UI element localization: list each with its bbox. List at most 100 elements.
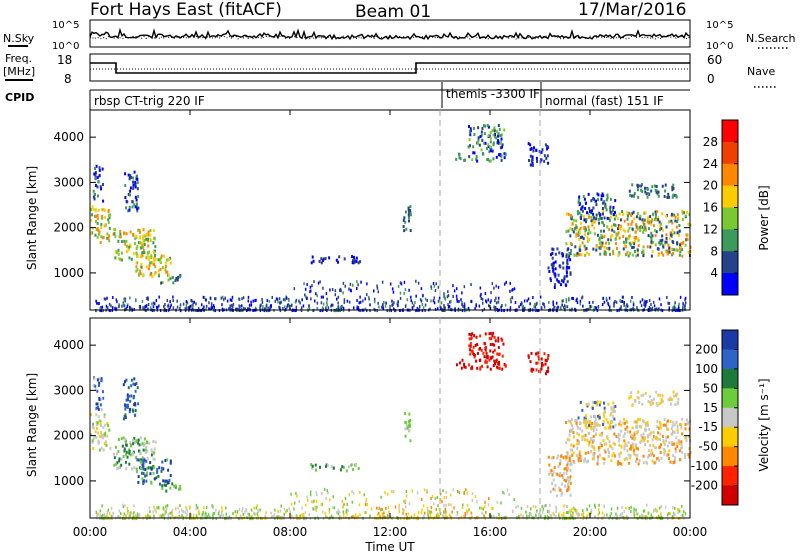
ground-scatter-cell bbox=[587, 307, 589, 311]
colorbar-swatch bbox=[722, 407, 738, 428]
ground-scatter-cell bbox=[605, 296, 608, 300]
echo-cell bbox=[689, 245, 692, 249]
echo-cell bbox=[624, 245, 627, 249]
echo-cell bbox=[137, 206, 140, 210]
echo-cell bbox=[537, 357, 540, 361]
ground-scatter-cell bbox=[413, 304, 415, 308]
echo-cell bbox=[630, 213, 633, 217]
echo-cell bbox=[655, 184, 658, 188]
time-tick-label: 00:00 bbox=[673, 525, 708, 539]
echo-cell bbox=[662, 439, 665, 443]
echo-cell bbox=[486, 158, 489, 162]
echo-cell bbox=[562, 456, 565, 460]
echo-cell bbox=[603, 457, 606, 461]
ground-scatter-cell bbox=[203, 506, 205, 510]
echo-cell bbox=[502, 342, 505, 346]
echo-cell bbox=[580, 456, 583, 460]
ground-scatter-cell bbox=[625, 515, 628, 519]
echo-cell bbox=[493, 348, 496, 352]
echo-cell bbox=[489, 145, 492, 149]
ground-scatter-cell bbox=[677, 510, 679, 514]
echo-cell bbox=[140, 462, 143, 466]
ground-scatter-cell bbox=[450, 299, 452, 303]
ground-scatter-cell bbox=[615, 517, 617, 521]
ground-scatter-cell bbox=[576, 297, 578, 301]
echo-cell bbox=[609, 210, 612, 214]
ground-scatter-cell bbox=[194, 517, 196, 521]
ground-scatter-cell bbox=[235, 514, 238, 518]
echo-cell bbox=[659, 426, 662, 430]
ground-scatter-cell bbox=[294, 300, 297, 304]
echo-cell bbox=[173, 484, 176, 488]
echo-cell bbox=[552, 478, 555, 482]
ground-scatter-cell bbox=[185, 304, 188, 308]
ground-scatter-cell bbox=[171, 513, 173, 517]
echo-cell bbox=[679, 458, 682, 462]
echo-cell bbox=[527, 142, 530, 146]
echo-cell bbox=[550, 468, 553, 472]
echo-cell bbox=[607, 402, 610, 406]
echo-cell bbox=[569, 258, 572, 262]
echo-cell bbox=[592, 216, 595, 220]
echo-cell bbox=[569, 271, 572, 275]
echo-cell bbox=[98, 230, 101, 234]
ground-scatter-cell bbox=[435, 282, 437, 286]
ground-scatter-cell bbox=[338, 517, 341, 521]
ground-scatter-cell bbox=[601, 303, 604, 307]
echo-cell bbox=[574, 227, 577, 231]
ground-scatter-cell bbox=[103, 297, 106, 301]
ground-scatter-cell bbox=[210, 504, 213, 508]
echo-cell bbox=[136, 441, 139, 445]
echo-cell bbox=[679, 246, 682, 250]
echo-cell bbox=[606, 216, 609, 220]
ground-scatter-cell bbox=[322, 295, 325, 299]
ground-scatter-cell bbox=[203, 513, 205, 517]
echo-cell bbox=[576, 251, 579, 255]
ground-scatter-cell bbox=[621, 512, 624, 516]
echo-cell bbox=[489, 367, 492, 371]
echo-cell bbox=[636, 188, 639, 192]
ground-scatter-cell bbox=[430, 285, 432, 289]
echo-cell bbox=[601, 192, 604, 196]
echo-cell bbox=[345, 469, 348, 473]
echo-cell bbox=[611, 249, 614, 253]
echo-cell bbox=[100, 378, 103, 382]
echo-cell bbox=[575, 225, 578, 229]
echo-cell bbox=[132, 409, 135, 413]
ground-scatter-cell bbox=[351, 283, 354, 287]
ground-scatter-cell bbox=[626, 309, 629, 313]
ground-scatter-cell bbox=[250, 300, 252, 304]
ground-scatter-cell bbox=[423, 515, 425, 519]
echo-cell bbox=[492, 157, 495, 161]
ground-scatter-cell bbox=[200, 303, 203, 307]
ground-scatter-cell bbox=[232, 302, 235, 306]
echo-cell bbox=[584, 423, 587, 427]
echo-cell bbox=[146, 466, 149, 470]
echo-cell bbox=[574, 245, 577, 249]
ground-scatter-cell bbox=[552, 511, 555, 515]
ground-scatter-cell bbox=[213, 511, 216, 515]
ground-scatter-cell bbox=[274, 299, 277, 303]
ground-scatter-cell bbox=[443, 303, 445, 307]
ground-scatter-cell bbox=[630, 505, 632, 509]
echo-cell bbox=[553, 285, 556, 289]
echo-cell bbox=[137, 480, 140, 484]
ground-scatter-cell bbox=[421, 309, 424, 313]
ground-scatter-cell bbox=[169, 305, 171, 309]
echo-cell bbox=[481, 364, 484, 368]
ground-scatter-cell bbox=[328, 510, 331, 514]
ground-scatter-cell bbox=[295, 298, 298, 302]
ground-scatter-cell bbox=[572, 517, 575, 521]
ground-scatter-cell bbox=[440, 306, 442, 310]
echo-cell bbox=[613, 409, 616, 413]
echo-cell bbox=[471, 351, 474, 355]
ground-scatter-cell bbox=[277, 510, 279, 514]
ground-scatter-cell bbox=[376, 286, 379, 290]
echo-cell bbox=[612, 405, 615, 409]
echo-cell bbox=[575, 228, 578, 232]
ground-scatter-cell bbox=[672, 513, 675, 517]
ground-scatter-cell bbox=[657, 514, 660, 518]
echo-cell bbox=[547, 366, 550, 370]
echo-cell bbox=[577, 231, 580, 235]
ground-scatter-cell bbox=[191, 307, 194, 311]
